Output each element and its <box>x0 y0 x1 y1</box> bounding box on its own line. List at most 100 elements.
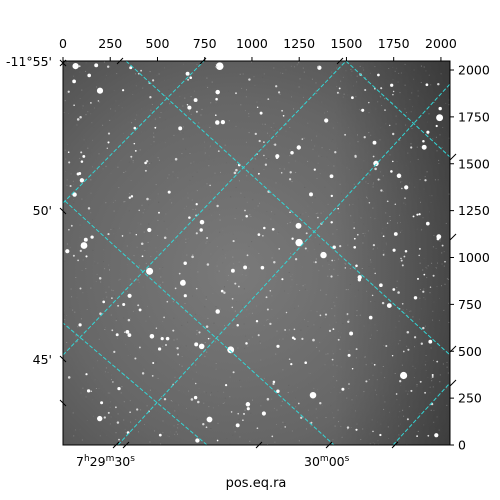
grid-line <box>63 61 347 356</box>
star <box>80 151 83 154</box>
star <box>434 433 439 438</box>
star <box>282 114 285 117</box>
star <box>158 211 160 214</box>
right-wcs-tick <box>449 233 457 241</box>
star <box>400 371 408 380</box>
star <box>96 87 104 94</box>
star <box>276 344 280 348</box>
star <box>291 237 294 240</box>
star <box>94 63 99 68</box>
star <box>195 287 198 290</box>
star <box>257 233 261 236</box>
star <box>121 89 125 92</box>
star <box>231 306 234 309</box>
star <box>271 435 274 438</box>
star <box>194 382 197 385</box>
star <box>290 151 294 155</box>
star <box>100 401 104 405</box>
star <box>423 273 426 276</box>
star <box>138 346 141 349</box>
star <box>363 136 366 139</box>
star <box>313 168 316 171</box>
star <box>73 104 75 106</box>
right-tick-label: 1250 <box>458 203 490 218</box>
star <box>67 90 70 93</box>
star <box>242 419 244 422</box>
grid-line <box>117 83 450 445</box>
star <box>425 83 429 87</box>
star <box>76 118 80 121</box>
star <box>185 71 190 76</box>
star <box>377 73 380 77</box>
star <box>199 219 205 225</box>
star <box>427 434 430 437</box>
star <box>256 427 259 430</box>
star <box>127 333 132 337</box>
star <box>79 249 82 253</box>
star <box>176 347 179 350</box>
star <box>214 114 217 117</box>
star <box>301 138 304 140</box>
star <box>424 391 427 394</box>
star <box>305 232 308 235</box>
star <box>133 126 137 130</box>
star <box>393 232 398 236</box>
star <box>137 304 140 307</box>
star <box>257 334 260 337</box>
star <box>354 154 357 158</box>
star <box>202 423 205 426</box>
star <box>174 287 177 290</box>
star <box>373 160 379 167</box>
star <box>269 322 272 326</box>
star <box>310 421 313 424</box>
star <box>193 395 198 400</box>
star <box>87 207 91 210</box>
star <box>431 373 434 377</box>
star <box>371 294 374 297</box>
star <box>140 242 144 245</box>
x-axis-title: pos.eq.ra <box>226 476 287 491</box>
star <box>146 267 154 275</box>
star <box>396 173 402 179</box>
right-tick-label: 0 <box>458 438 466 453</box>
star <box>246 407 250 411</box>
star <box>87 73 92 78</box>
star <box>266 308 269 311</box>
star <box>301 337 304 340</box>
star <box>401 264 404 267</box>
star <box>129 66 133 70</box>
star <box>330 275 333 278</box>
star <box>258 139 261 143</box>
star <box>391 354 394 357</box>
star <box>69 184 72 188</box>
star <box>178 272 181 275</box>
star <box>118 438 120 441</box>
star <box>355 264 358 268</box>
star <box>72 192 77 197</box>
top-wcs-tick <box>336 57 344 65</box>
star <box>400 259 403 262</box>
star <box>205 426 208 429</box>
star <box>284 426 287 428</box>
star <box>436 234 442 240</box>
star <box>189 76 192 79</box>
star <box>285 311 288 314</box>
star <box>329 174 334 179</box>
star <box>133 142 136 145</box>
star <box>392 160 394 163</box>
star <box>237 285 240 288</box>
star <box>117 386 121 391</box>
star <box>149 96 152 99</box>
star <box>275 85 278 88</box>
star <box>85 373 88 376</box>
star <box>347 320 350 323</box>
star <box>432 274 435 277</box>
star <box>262 235 264 237</box>
star <box>296 145 301 150</box>
star <box>320 251 327 259</box>
star <box>135 233 138 236</box>
star <box>344 267 347 269</box>
star <box>178 126 183 131</box>
star <box>183 294 187 298</box>
left-tick <box>59 355 67 363</box>
